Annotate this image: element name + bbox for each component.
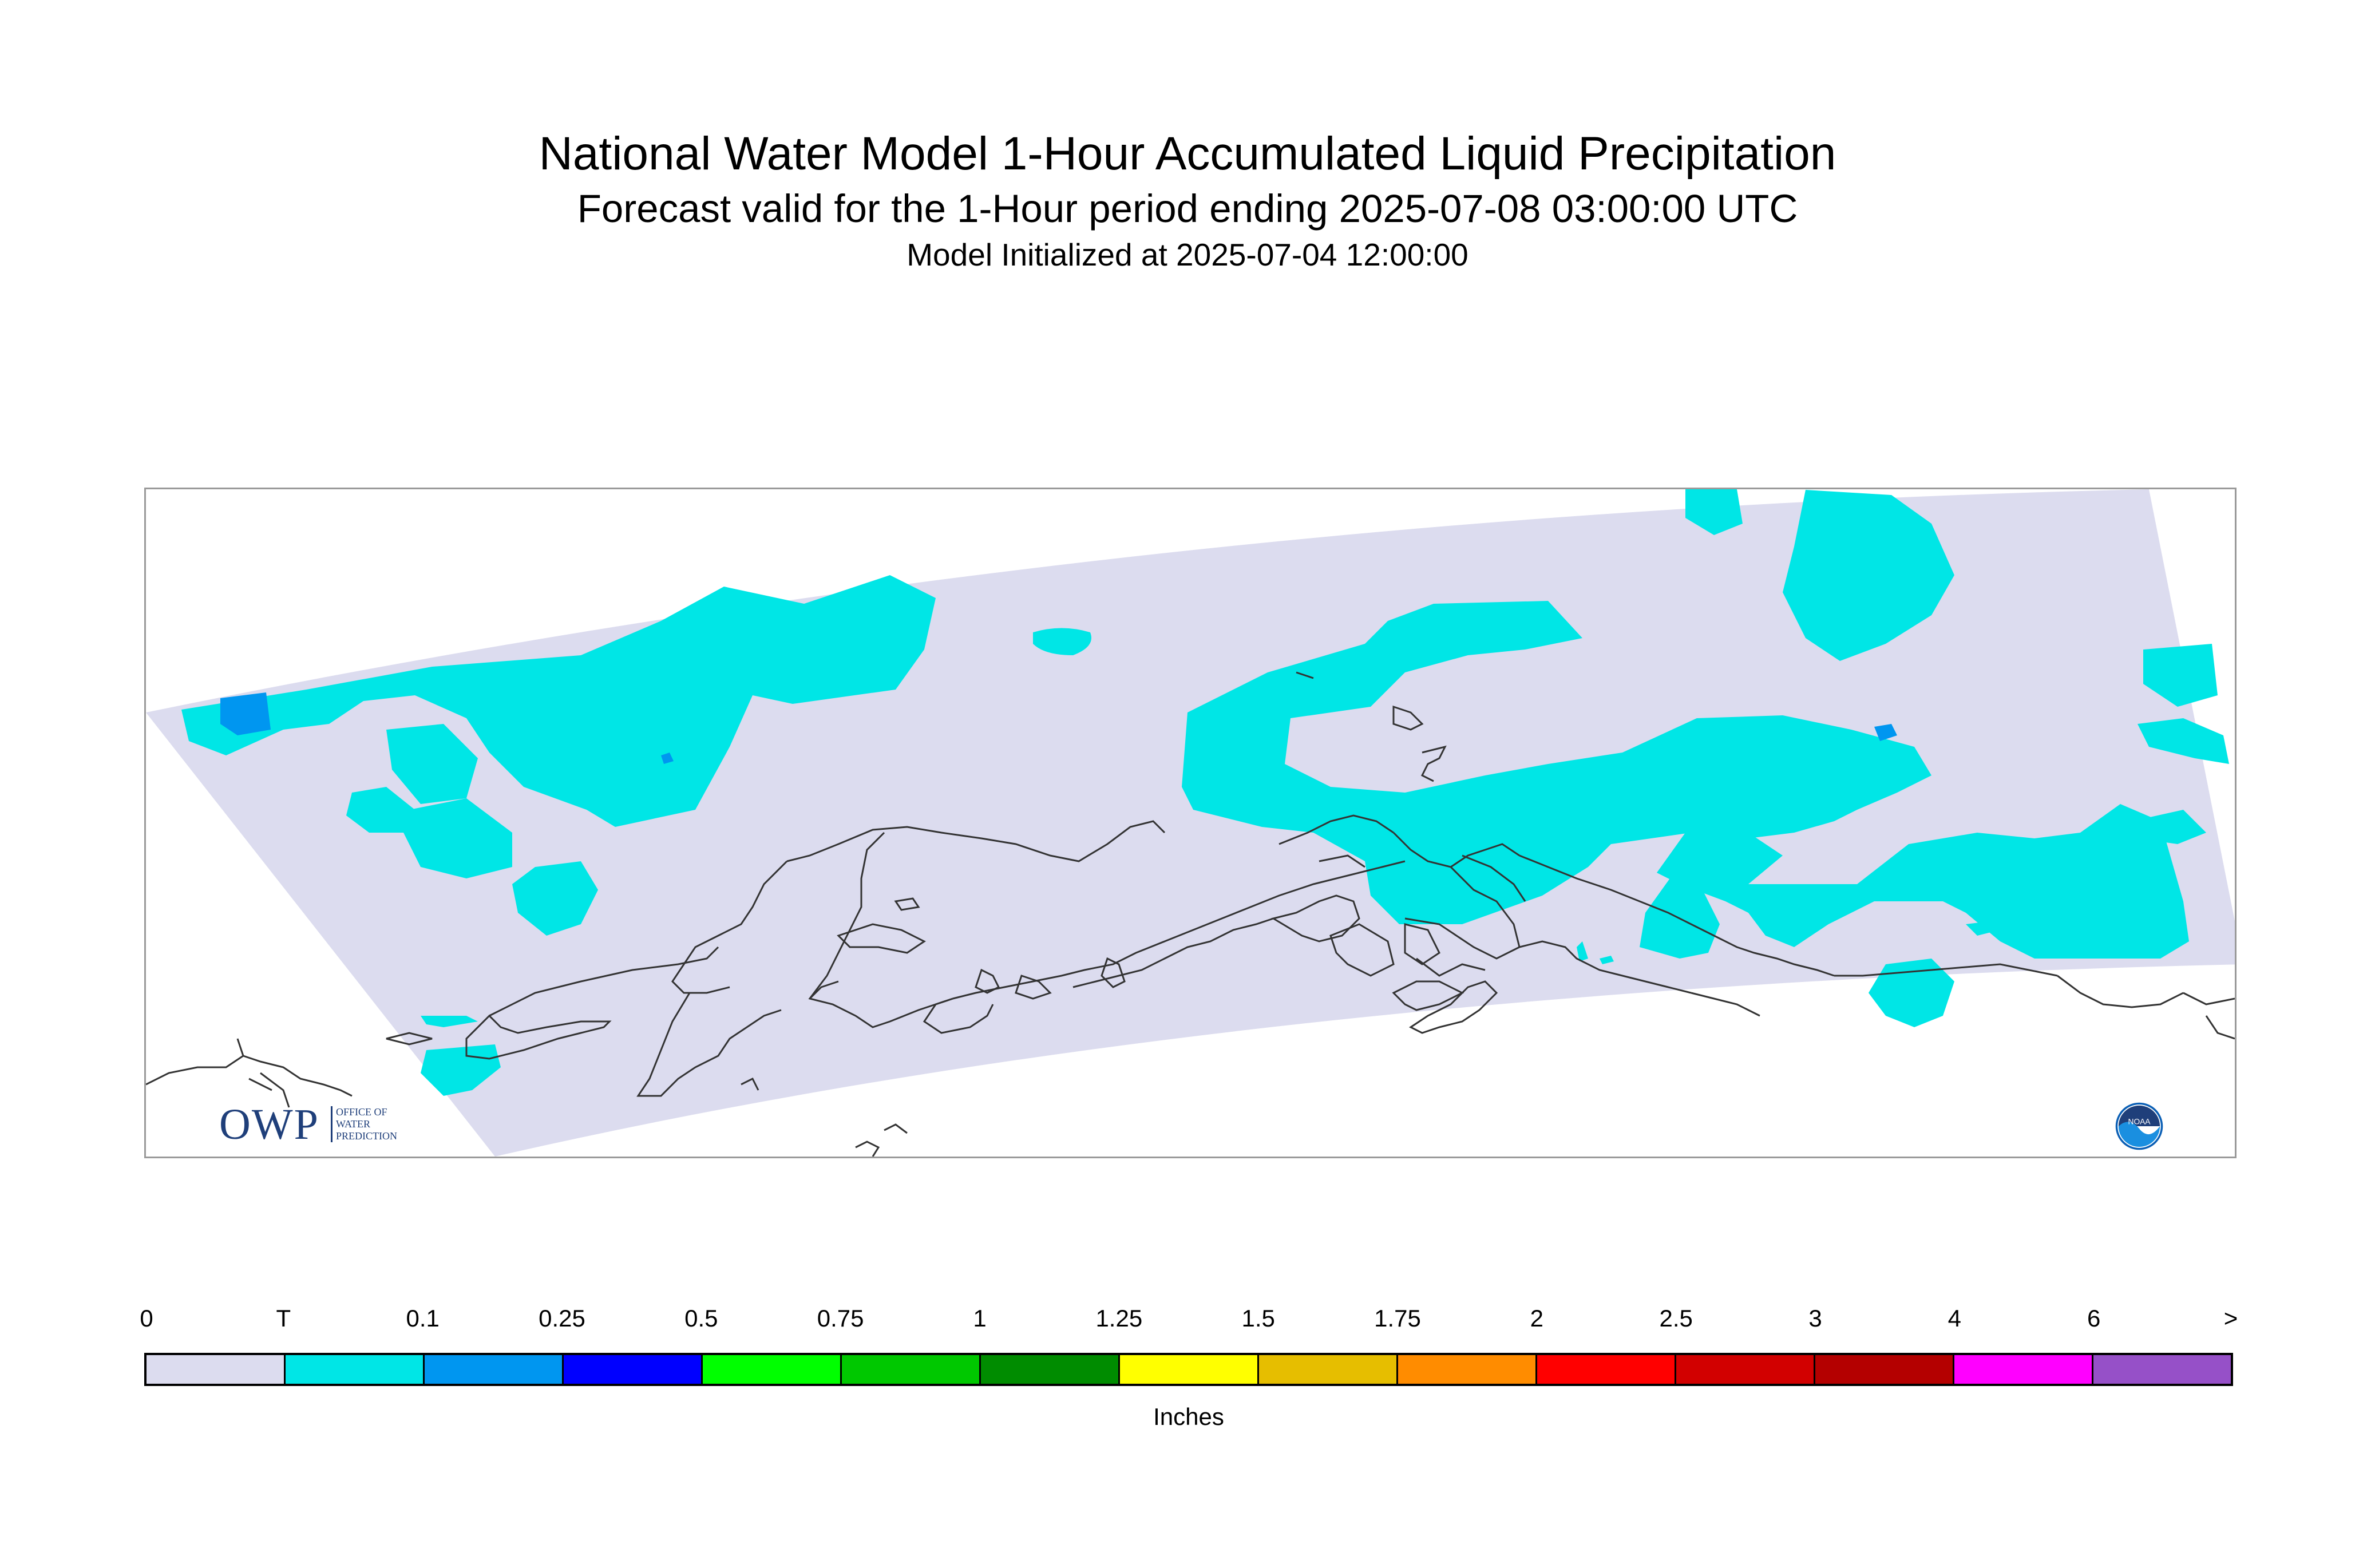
legend-tick-label: 0.5 bbox=[684, 1305, 718, 1332]
legend-color-bar bbox=[144, 1353, 2233, 1386]
precip-01-areas bbox=[220, 692, 1897, 764]
legend-units-label: Inches bbox=[1153, 1403, 1224, 1430]
legend-swatch bbox=[286, 1355, 425, 1384]
legend-tick-label: 0.1 bbox=[406, 1305, 440, 1332]
legend-tick-label: T bbox=[276, 1305, 291, 1332]
legend-swatch bbox=[564, 1355, 703, 1384]
owp-logo: OWP OFFICE OF WATER PREDICTION bbox=[219, 1102, 442, 1147]
owp-logo-line: OFFICE OF bbox=[336, 1106, 387, 1118]
page-title: National Water Model 1-Hour Accumulated … bbox=[539, 128, 1836, 180]
legend-tick-label: 0.25 bbox=[539, 1305, 585, 1332]
legend-tick-label: 4 bbox=[1948, 1305, 1962, 1332]
owp-logo-text: OFFICE OF WATER PREDICTION bbox=[331, 1106, 445, 1142]
forecast-valid-subtitle: Forecast valid for the 1-Hour period end… bbox=[577, 187, 1798, 231]
owp-logo-line: WATER bbox=[336, 1118, 370, 1130]
coastlines bbox=[146, 671, 2235, 1157]
legend-tick-label: 1.75 bbox=[1374, 1305, 1421, 1332]
legend-tick-label: > bbox=[2223, 1305, 2238, 1332]
legend-swatch bbox=[425, 1355, 564, 1384]
legend-tick-label: 1.25 bbox=[1095, 1305, 1143, 1332]
legend-swatch bbox=[1954, 1355, 2093, 1384]
legend-swatch bbox=[842, 1355, 981, 1384]
legend-tick-label: 2 bbox=[1530, 1305, 1544, 1332]
legend-swatch bbox=[2093, 1355, 2231, 1384]
legend-tick-label: 6 bbox=[2087, 1305, 2101, 1332]
legend-tick-label: 1.5 bbox=[1241, 1305, 1275, 1332]
precip-trace-areas bbox=[181, 489, 2229, 1096]
legend-tick-label: 0.75 bbox=[817, 1305, 864, 1332]
noaa-logo: NOAA bbox=[2115, 1102, 2163, 1150]
legend-swatch bbox=[1815, 1355, 1954, 1384]
legend-tick-label: 1 bbox=[973, 1305, 987, 1332]
legend-tick-label: 3 bbox=[1808, 1305, 1822, 1332]
legend-swatch bbox=[1259, 1355, 1398, 1384]
legend-tick-label: 2.5 bbox=[1659, 1305, 1693, 1332]
owp-logo-line: PREDICTION bbox=[336, 1130, 397, 1142]
legend-tick-label: 0 bbox=[140, 1305, 153, 1332]
model-init-caption: Model Initialized at 2025-07-04 12:00:00 bbox=[907, 237, 1468, 272]
map-panel: OWP OFFICE OF WATER PREDICTION NOAA bbox=[144, 488, 2237, 1158]
precipitation-map bbox=[146, 489, 2235, 1157]
legend-swatch bbox=[981, 1355, 1120, 1384]
legend-swatch bbox=[703, 1355, 842, 1384]
legend-swatch bbox=[1676, 1355, 1815, 1384]
legend-swatch bbox=[147, 1355, 286, 1384]
legend-swatch bbox=[1537, 1355, 1676, 1384]
noaa-logo-text: NOAA bbox=[2128, 1118, 2151, 1126]
legend-swatch bbox=[1120, 1355, 1259, 1384]
color-legend: 0 T 0.1 0.25 0.5 0.75 1 1.25 1.5 1.75 2 2.5 3 4 6 > Inc… bbox=[140, 1305, 2238, 1476]
legend-swatch bbox=[1398, 1355, 1537, 1384]
owp-logo-letters: OWP bbox=[219, 1100, 319, 1149]
